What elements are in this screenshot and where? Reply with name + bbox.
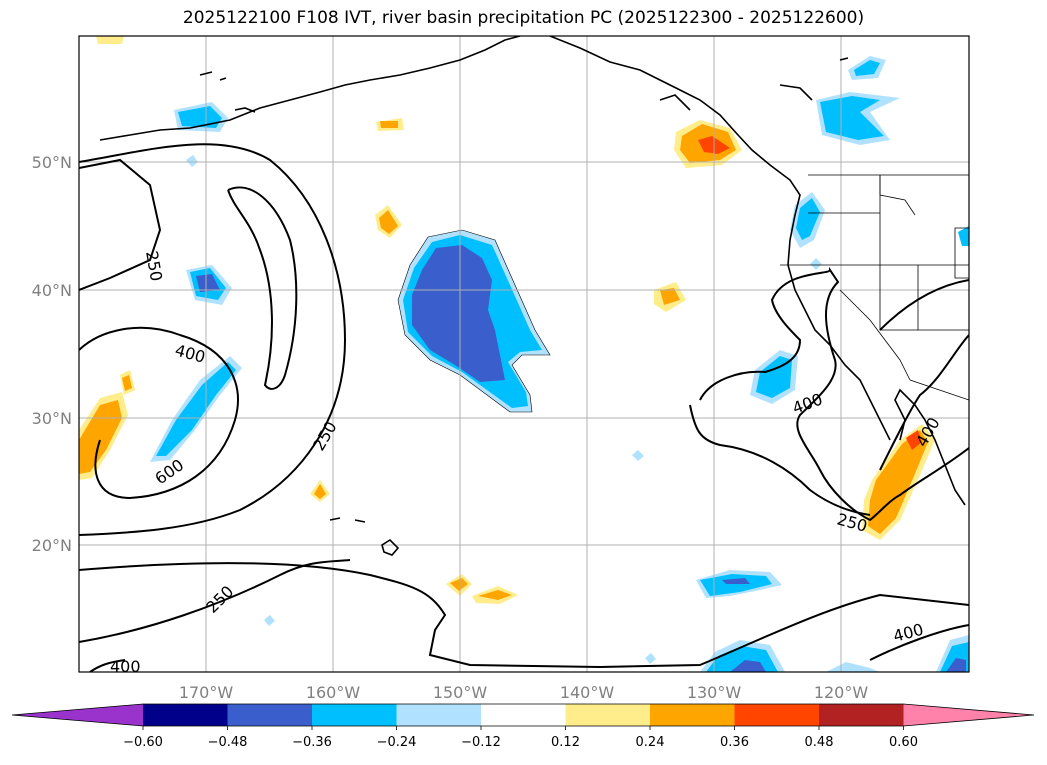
colorbar-tick-label: 0.12 xyxy=(551,735,580,750)
colorbar-segment xyxy=(396,704,482,726)
colorbar-segment xyxy=(312,704,397,726)
lon-label-150w: 150°W xyxy=(433,683,488,702)
political-borders xyxy=(780,174,969,401)
colorbar-segment xyxy=(734,704,820,726)
lon-label-130w: 130°W xyxy=(687,683,742,702)
map-plot-area: 250 400 600 250 250 400 400 250 400 400 xyxy=(79,36,969,676)
map-title: 2025122100 F108 IVT, river basin precipi… xyxy=(182,8,865,28)
colorbar: −0.60 −0.48 −0.36 −0.24 −0.12 0.12 0.24 0.36 0.4… xyxy=(11,703,1035,750)
colorbar-tick-label: 0.36 xyxy=(720,735,749,750)
colorbar-tick-label: −0.24 xyxy=(377,735,417,750)
lat-label-20n: 20°N xyxy=(32,536,72,555)
colorbar-segment xyxy=(650,704,735,726)
colorbar-tick-label: 0.48 xyxy=(805,735,834,750)
colorbar-extend-max xyxy=(903,704,1034,726)
lat-label-50n: 50°N xyxy=(32,153,72,172)
colorbar-segment xyxy=(565,704,651,726)
colorbar-extend-min xyxy=(12,704,143,726)
lat-label-40n: 40°N xyxy=(32,281,72,300)
colorbar-tick-label: −0.12 xyxy=(461,735,501,750)
colorbar-tick-label: 0.60 xyxy=(889,735,918,750)
colorbar-segment xyxy=(143,704,228,726)
gridlines xyxy=(79,36,969,672)
map-frame xyxy=(78,35,970,673)
colorbar-tick-label: −0.36 xyxy=(292,735,332,750)
lon-label-170w: 170°W xyxy=(179,683,234,702)
shaded-anomalies xyxy=(79,36,969,672)
colorbar-tick-label: −0.60 xyxy=(123,735,163,750)
colorbar-tick-label: −0.48 xyxy=(208,735,248,750)
latitude-labels: 50°N 40°N 30°N 20°N xyxy=(32,153,72,555)
colorbar-segment xyxy=(481,704,566,726)
coastlines xyxy=(99,36,966,556)
lon-label-140w: 140°W xyxy=(560,683,615,702)
longitude-labels: 170°W 160°W 150°W 140°W 130°W 120°W xyxy=(179,683,869,702)
colorbar-segment xyxy=(819,704,904,726)
colorbar-segment xyxy=(227,704,313,726)
lon-label-120w: 120°W xyxy=(814,683,869,702)
negative-anomaly-central-core xyxy=(412,245,505,382)
colorbar-tick-label: 0.24 xyxy=(636,735,665,750)
contour-label: 400 xyxy=(110,657,141,676)
lat-label-30n: 30°N xyxy=(32,409,72,428)
lon-label-160w: 160°W xyxy=(306,683,361,702)
ivt-contours xyxy=(79,143,969,672)
